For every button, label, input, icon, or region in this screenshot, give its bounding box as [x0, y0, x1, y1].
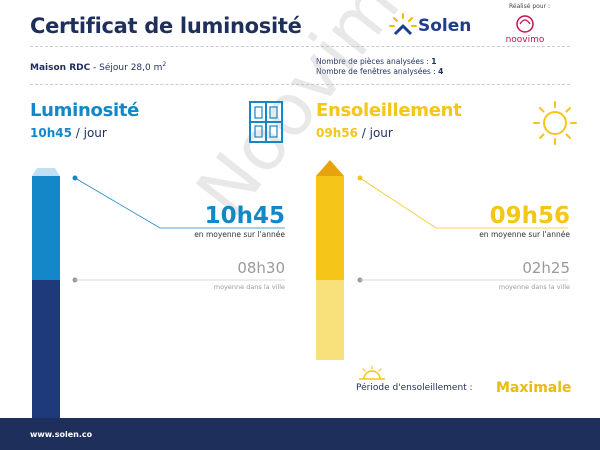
- area-unit-superscript: 2: [162, 61, 167, 68]
- luminosity-main-caption: en moyenne sur l'année: [194, 230, 285, 239]
- rooms-analyzed: Nombre de pièces analysées : 1: [316, 57, 436, 66]
- property-name: Maison RDC: [30, 63, 91, 73]
- sunshine-period-label: Période d'ensoleillement :: [356, 383, 473, 393]
- sunshine-main-caption: en moyenne sur l'année: [479, 230, 570, 239]
- luminosity-bar-cap: [32, 168, 60, 176]
- footer-url-link[interactable]: www.solen.co: [30, 430, 93, 439]
- noovimo-logo-text: noovimo: [506, 35, 545, 45]
- solen-logo-icon: [389, 13, 417, 36]
- rooms-label: Nombre de pièces analysées :: [316, 57, 432, 66]
- sunset-icon: [359, 366, 385, 380]
- luminosity-bar-bottom: [32, 280, 60, 418]
- solen-brand: Solen: [418, 16, 472, 36]
- sunshine-leader-line: [359, 177, 568, 229]
- windows-analyzed: Nombre de fenêtres analysées : 4: [316, 67, 443, 76]
- luminosity-main-value: 10h45: [204, 203, 285, 229]
- sunshine-title: Ensoleillement: [316, 100, 462, 121]
- sunshine-main-value: 09h56: [489, 203, 570, 229]
- footer-bar: [0, 418, 600, 450]
- luminosity-city-caption: moyenne dans la ville: [213, 283, 285, 291]
- luminosity-sub-value: 10h45: [30, 126, 72, 140]
- sunshine-bar-cap: [316, 160, 344, 176]
- windows-value: 4: [438, 67, 444, 76]
- property-room: - Séjour 28,0 m: [90, 63, 163, 73]
- sunshine-sub-unit: / jour: [357, 126, 393, 140]
- property-info: Maison RDC - Séjour 28,0 m2: [30, 61, 166, 73]
- luminosity-chart: [32, 168, 285, 418]
- sunshine-city-value: 02h25: [522, 259, 570, 277]
- header-divider: [30, 46, 570, 47]
- sunshine-bar-top: [316, 176, 344, 280]
- windows-label: Nombre de fenêtres analysées :: [316, 67, 439, 76]
- info-divider: [30, 84, 570, 85]
- sunshine-period-value: Maximale: [496, 380, 572, 396]
- luminosity-bar-top: [32, 176, 60, 280]
- certificate-title: Certificat de luminosité: [30, 14, 302, 38]
- luminosity-city-value: 08h30: [237, 259, 285, 277]
- sunshine-bar-bottom: [316, 280, 344, 360]
- sunshine-city-caption: moyenne dans la ville: [498, 283, 570, 291]
- rooms-value: 1: [431, 57, 437, 66]
- sun-icon: [533, 101, 577, 145]
- sunshine-subtitle: 09h56 / jour: [316, 126, 393, 140]
- luminosity-sub-unit: / jour: [71, 126, 107, 140]
- sunshine-chart: [316, 160, 568, 360]
- window-icon: [249, 101, 283, 143]
- luminosity-leader-line: [74, 177, 285, 229]
- luminosity-title: Luminosité: [30, 100, 140, 121]
- luminosity-subtitle: 10h45 / jour: [30, 126, 107, 140]
- noovimo-logo-icon: noovimo: [506, 15, 545, 45]
- realise-pour-label: Réalisé pour :: [509, 3, 551, 10]
- sunshine-sub-value: 09h56: [316, 126, 358, 140]
